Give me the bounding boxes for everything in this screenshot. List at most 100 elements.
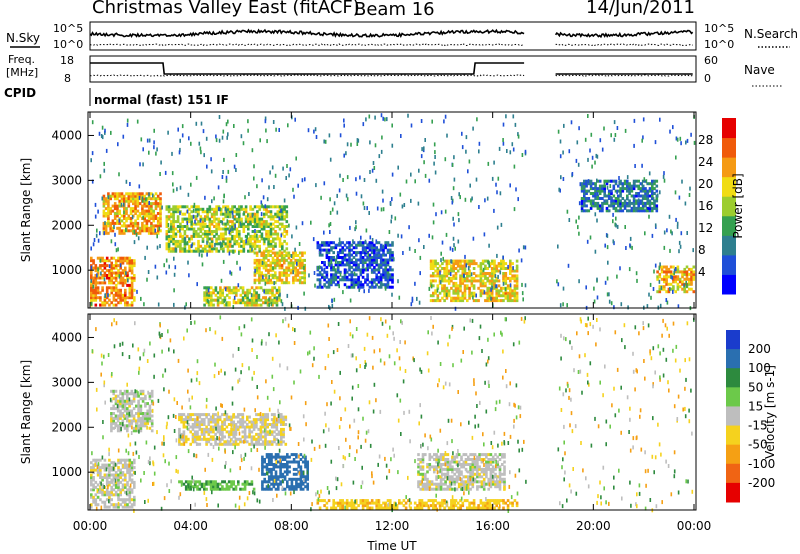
heatmap-cell bbox=[218, 427, 222, 431]
heatmap-cell bbox=[304, 477, 307, 481]
heatmap-cell bbox=[110, 419, 113, 423]
heatmap-cell bbox=[197, 207, 200, 211]
heatmap-cell bbox=[165, 205, 169, 209]
heatmap-cell bbox=[386, 275, 390, 279]
heatmap-cell bbox=[128, 488, 132, 492]
heatmap-cell bbox=[276, 261, 279, 265]
heatmap-cell bbox=[107, 214, 110, 218]
heatmap-cell bbox=[688, 193, 691, 197]
heatmap-cell bbox=[286, 460, 289, 464]
heatmap-cell bbox=[280, 256, 284, 260]
heatmap-cell bbox=[428, 233, 430, 238]
heatmap-cell bbox=[408, 225, 410, 230]
heatmap-cell bbox=[119, 473, 122, 477]
heatmap-cell bbox=[424, 477, 427, 481]
heatmap-cell bbox=[265, 463, 269, 466]
heatmap-cell bbox=[685, 272, 689, 276]
heatmap-cell bbox=[219, 293, 222, 297]
heatmap-cell bbox=[435, 453, 438, 457]
heatmap-cell bbox=[368, 243, 372, 247]
heatmap-cell bbox=[229, 228, 232, 233]
heatmap-cell bbox=[336, 275, 340, 279]
heatmap-cell bbox=[207, 480, 211, 484]
heatmap-cell bbox=[475, 279, 478, 283]
heatmap-cell bbox=[589, 148, 591, 153]
heatmap-cell bbox=[556, 279, 558, 284]
heatmap-cell bbox=[283, 198, 286, 203]
heatmap-cell bbox=[230, 291, 233, 295]
heatmap-cell bbox=[265, 455, 269, 459]
heatmap-cell bbox=[212, 420, 215, 424]
heatmap-cell bbox=[606, 185, 609, 190]
heatmap-cell bbox=[386, 283, 390, 287]
heatmap-cell bbox=[264, 415, 267, 419]
heatmap-cell bbox=[490, 267, 494, 270]
heatmap-cell bbox=[100, 134, 103, 138]
heatmap-cell bbox=[432, 291, 435, 295]
heatmap-cell bbox=[441, 296, 444, 300]
heatmap-cell bbox=[198, 420, 202, 424]
heatmap-cell bbox=[121, 505, 125, 509]
heatmap-cell bbox=[150, 414, 154, 418]
heatmap-cell bbox=[105, 490, 109, 494]
heatmap-cell bbox=[271, 251, 275, 255]
heatmap-cell bbox=[430, 487, 434, 491]
heatmap-cell bbox=[292, 472, 296, 476]
heatmap-cell bbox=[147, 219, 151, 223]
heatmap-cell bbox=[292, 487, 296, 491]
heatmap-cell bbox=[301, 261, 304, 265]
heatmap-cell bbox=[429, 259, 433, 263]
heatmap-cell bbox=[477, 274, 480, 278]
heatmap-cell bbox=[232, 420, 235, 424]
heatmap-cell bbox=[583, 197, 586, 200]
heatmap-cell bbox=[94, 485, 98, 489]
heatmap-cell bbox=[403, 203, 406, 207]
heatmap-cell bbox=[629, 243, 631, 248]
heatmap-cell bbox=[421, 485, 425, 489]
heatmap-cell bbox=[128, 414, 131, 418]
heatmap-cell bbox=[218, 415, 222, 419]
heatmap-cell bbox=[212, 418, 215, 422]
heatmap-cell bbox=[437, 455, 441, 459]
heatmap-cell bbox=[426, 463, 429, 466]
heatmap-cell bbox=[589, 179, 593, 183]
heatmap-cell bbox=[343, 275, 347, 279]
heatmap-cell bbox=[424, 475, 427, 479]
heatmap-cell bbox=[241, 413, 245, 417]
heatmap-cell bbox=[297, 482, 300, 486]
heatmap-cell bbox=[130, 421, 134, 425]
heatmap-cell bbox=[283, 470, 287, 474]
heatmap-cell bbox=[266, 430, 269, 434]
heatmap-cell bbox=[274, 470, 278, 474]
heatmap-cell bbox=[429, 267, 433, 270]
heatmap-cell bbox=[196, 485, 199, 489]
heatmap-cell bbox=[108, 298, 111, 302]
heatmap-cell bbox=[237, 301, 240, 305]
heatmap-cell bbox=[234, 415, 238, 419]
heatmap-cell bbox=[159, 209, 162, 213]
heatmap-cell bbox=[210, 303, 213, 307]
heatmap-cell bbox=[209, 437, 213, 441]
heatmap-cell bbox=[210, 296, 213, 300]
heatmap-cell bbox=[190, 249, 193, 253]
heatmap-cell bbox=[502, 276, 505, 280]
heatmap-cell bbox=[114, 264, 118, 268]
heatmap-cell bbox=[674, 275, 677, 279]
heatmap-cell bbox=[272, 244, 275, 248]
heatmap-cell bbox=[584, 137, 587, 142]
heatmap-cell bbox=[463, 267, 467, 270]
heatmap-cell bbox=[459, 299, 462, 303]
heatmap-cell bbox=[167, 242, 171, 246]
heatmap-cell bbox=[292, 276, 295, 280]
heatmap-cell bbox=[118, 231, 121, 235]
heatmap-cell bbox=[264, 413, 267, 417]
heatmap-cell bbox=[507, 264, 509, 269]
heatmap-cell bbox=[603, 192, 606, 195]
heatmap-cell bbox=[196, 420, 199, 424]
heatmap-cell bbox=[281, 463, 285, 466]
heatmap-cell bbox=[578, 231, 580, 236]
heatmap-cell bbox=[487, 260, 489, 265]
heatmap-cell bbox=[454, 276, 458, 280]
heatmap-cell bbox=[636, 278, 638, 283]
heatmap-cell bbox=[367, 252, 369, 257]
